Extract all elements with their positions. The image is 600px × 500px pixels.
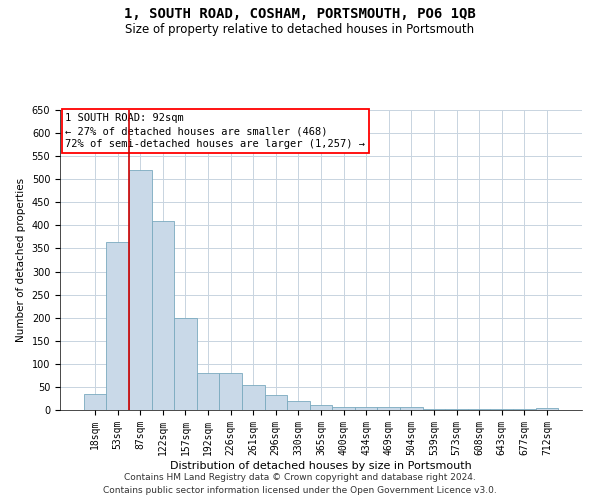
Bar <box>84 394 106 410</box>
Bar <box>174 318 197 410</box>
Bar <box>422 409 445 410</box>
Bar <box>513 409 536 410</box>
Bar <box>106 242 129 410</box>
Bar <box>400 407 422 410</box>
X-axis label: Distribution of detached houses by size in Portsmouth: Distribution of detached houses by size … <box>170 460 472 470</box>
Text: Contains HM Land Registry data © Crown copyright and database right 2024.
Contai: Contains HM Land Registry data © Crown c… <box>103 474 497 495</box>
Bar <box>287 401 310 410</box>
Bar <box>445 409 468 410</box>
Bar <box>332 407 355 410</box>
Bar <box>355 407 377 410</box>
Text: 1 SOUTH ROAD: 92sqm
← 27% of detached houses are smaller (468)
72% of semi-detac: 1 SOUTH ROAD: 92sqm ← 27% of detached ho… <box>65 113 365 150</box>
Y-axis label: Number of detached properties: Number of detached properties <box>16 178 26 342</box>
Bar <box>197 373 220 410</box>
Bar <box>152 221 174 410</box>
Text: 1, SOUTH ROAD, COSHAM, PORTSMOUTH, PO6 1QB: 1, SOUTH ROAD, COSHAM, PORTSMOUTH, PO6 1… <box>124 8 476 22</box>
Bar <box>310 406 332 410</box>
Bar <box>536 408 558 410</box>
Bar <box>468 409 490 410</box>
Bar <box>377 407 400 410</box>
Bar <box>242 384 265 410</box>
Bar <box>220 373 242 410</box>
Bar <box>265 395 287 410</box>
Text: Size of property relative to detached houses in Portsmouth: Size of property relative to detached ho… <box>125 22 475 36</box>
Bar <box>490 409 513 410</box>
Bar <box>129 170 152 410</box>
